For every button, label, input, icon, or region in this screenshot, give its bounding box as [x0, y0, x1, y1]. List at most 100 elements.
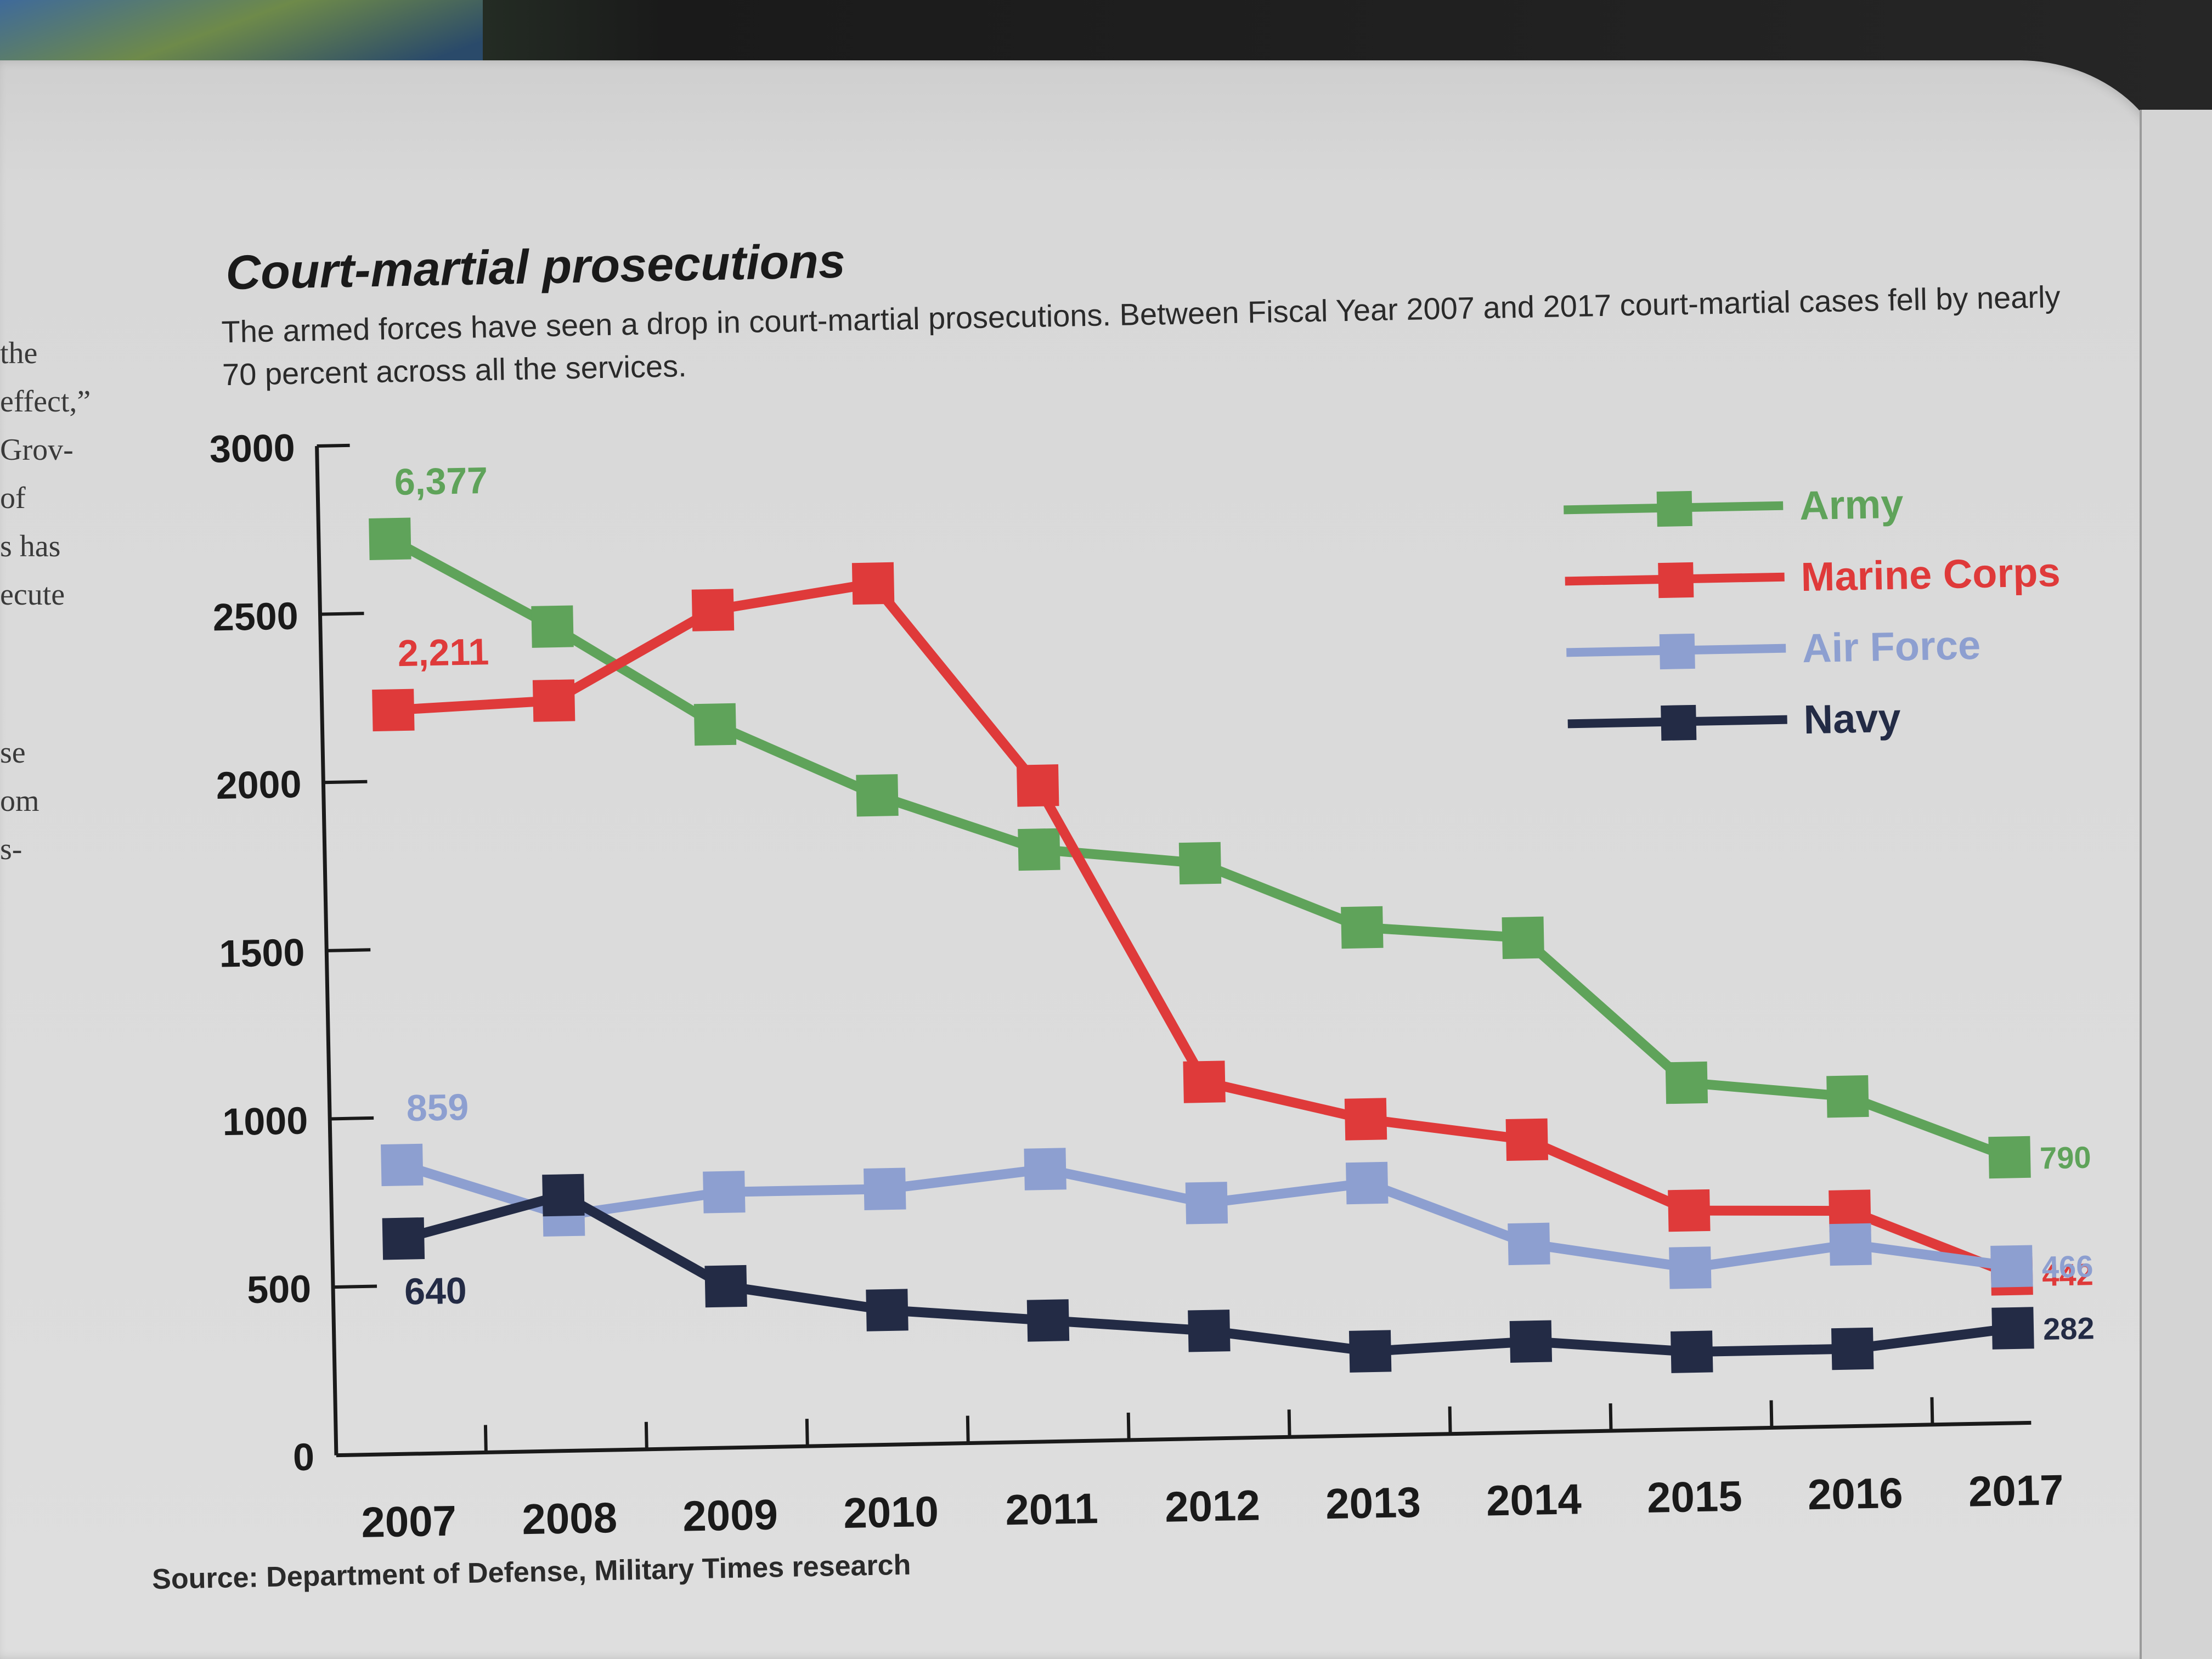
- data-point-navy: [866, 1289, 909, 1331]
- margin-line: Grov-: [0, 433, 74, 467]
- y-tick: [320, 612, 364, 616]
- margin-line: om: [0, 784, 40, 818]
- data-point-marine-corps: [691, 589, 735, 631]
- data-point-air-force: [1508, 1222, 1550, 1266]
- margin-line: effect,”: [0, 385, 91, 419]
- data-point-army: [1178, 842, 1222, 885]
- x-tick-label: 2012: [1164, 1481, 1260, 1531]
- margin-line: the: [0, 336, 38, 370]
- data-point-army: [369, 517, 411, 560]
- x-axis-line: [336, 1420, 2032, 1458]
- data-point-navy: [1671, 1330, 1713, 1373]
- data-label-air-force: 859: [406, 1086, 469, 1129]
- legend-label: Navy: [1803, 695, 1901, 743]
- margin-body-text: the effect,” Grov- of s has ecute se om …: [0, 329, 143, 873]
- y-tick-label: 500: [247, 1267, 312, 1311]
- data-point-army: [693, 703, 737, 746]
- data-point-navy: [704, 1265, 747, 1308]
- chart-figure: Court-martial prosecutions The armed for…: [115, 191, 2172, 1646]
- margin-line: s has: [0, 529, 61, 563]
- data-point-navy: [1991, 1307, 2034, 1350]
- data-point-air-force: [381, 1143, 424, 1187]
- data-point-air-force: [703, 1171, 746, 1214]
- x-tick: [805, 1419, 809, 1447]
- x-tick-label: 2014: [1486, 1475, 1582, 1525]
- y-axis-cap: [317, 443, 350, 448]
- x-tick-label: 2007: [361, 1497, 457, 1547]
- data-point-navy: [1831, 1327, 1874, 1370]
- x-tick-label: 2010: [843, 1487, 939, 1537]
- y-tick: [323, 780, 368, 785]
- data-point-air-force: [1024, 1148, 1066, 1190]
- y-tick: [326, 948, 371, 952]
- y-tick-label: 3000: [209, 426, 295, 471]
- x-tick: [1287, 1409, 1291, 1437]
- data-point-marine-corps: [1505, 1118, 1549, 1161]
- y-tick-label: 1000: [222, 1099, 308, 1143]
- data-point-army: [1018, 828, 1060, 871]
- facing-page: [2140, 110, 2212, 1659]
- data-point-army: [1826, 1075, 1869, 1118]
- data-point-air-force: [1990, 1245, 2033, 1288]
- legend-label: Air Force: [1802, 622, 1981, 672]
- legend-item-navy: Navy: [1567, 681, 2062, 757]
- data-point-navy: [1026, 1299, 1070, 1342]
- data-point-air-force: [864, 1167, 906, 1210]
- legend-swatch-marker: [1658, 562, 1694, 599]
- y-tick: [332, 1284, 377, 1289]
- data-point-marine-corps: [372, 689, 415, 732]
- data-point-navy: [1509, 1320, 1553, 1363]
- x-tick-label: 2013: [1325, 1478, 1421, 1528]
- data-label-navy: 282: [2042, 1311, 2095, 1346]
- x-tick: [644, 1421, 648, 1449]
- x-tick-label: 2011: [1005, 1484, 1099, 1534]
- legend-item-marine-corps: Marine Corps: [1565, 539, 2061, 614]
- data-point-air-force: [1346, 1161, 1389, 1205]
- data-point-marine-corps: [1183, 1060, 1226, 1103]
- margin-line: of: [0, 481, 26, 515]
- x-tick: [1448, 1406, 1452, 1434]
- data-point-marine-corps: [1344, 1098, 1387, 1141]
- data-point-navy: [382, 1217, 425, 1260]
- margin-line: se: [0, 736, 26, 770]
- data-point-marine-corps: [1668, 1189, 1711, 1232]
- x-tick-label: 2016: [1807, 1469, 1903, 1519]
- line-chart: 0 500 1000 1500 2000 2500 3000 2007 2008 2009 2010…: [209, 426, 2095, 1547]
- legend-item-air-force: Air Force: [1566, 610, 2061, 685]
- data-point-air-force: [1185, 1182, 1228, 1224]
- data-point-navy: [542, 1173, 585, 1217]
- book-page: [0, 60, 2172, 1659]
- legend-swatch-marker: [1656, 490, 1692, 527]
- data-point-army: [1988, 1136, 2031, 1179]
- data-label-marine-corps: 2,211: [397, 631, 489, 674]
- margin-line: s-: [0, 832, 22, 866]
- y-tick-label: 0: [292, 1435, 314, 1479]
- legend-item-army: Army: [1563, 467, 2058, 543]
- legend-swatch-marker: [1661, 704, 1697, 741]
- data-label-navy: 640: [404, 1270, 467, 1313]
- data-label-air-force: 466: [2041, 1249, 2094, 1284]
- data-point-marine-corps: [1829, 1189, 1871, 1232]
- x-tick-label: 2008: [522, 1493, 618, 1543]
- y-tick: [330, 1116, 374, 1121]
- data-point-army: [1502, 916, 1544, 960]
- x-tick: [1126, 1412, 1131, 1440]
- data-point-army: [856, 774, 899, 817]
- x-tick-label: 2015: [1646, 1472, 1742, 1522]
- legend-label: Marine Corps: [1800, 549, 2061, 600]
- data-point-air-force: [1829, 1223, 1872, 1266]
- data-point-navy: [1348, 1330, 1392, 1373]
- margin-line: ecute: [0, 578, 65, 612]
- data-label-marine-corps: 442: [2042, 1257, 2094, 1293]
- data-point-air-force: [1669, 1246, 1712, 1289]
- y-tick-label: 2000: [216, 763, 302, 807]
- data-label-army: 6,377: [394, 460, 488, 503]
- data-label-army: 790: [2040, 1140, 2092, 1176]
- data-point-navy: [1188, 1310, 1231, 1352]
- data-point-marine-corps: [851, 562, 895, 605]
- data-point-marine-corps: [1017, 764, 1059, 807]
- x-tick-label: 2017: [1968, 1465, 2064, 1515]
- chart-legend: Army Marine Corps Air Force Navy: [1563, 467, 2062, 762]
- legend-swatch-marker: [1659, 633, 1695, 670]
- x-tick-label: 2009: [682, 1490, 778, 1540]
